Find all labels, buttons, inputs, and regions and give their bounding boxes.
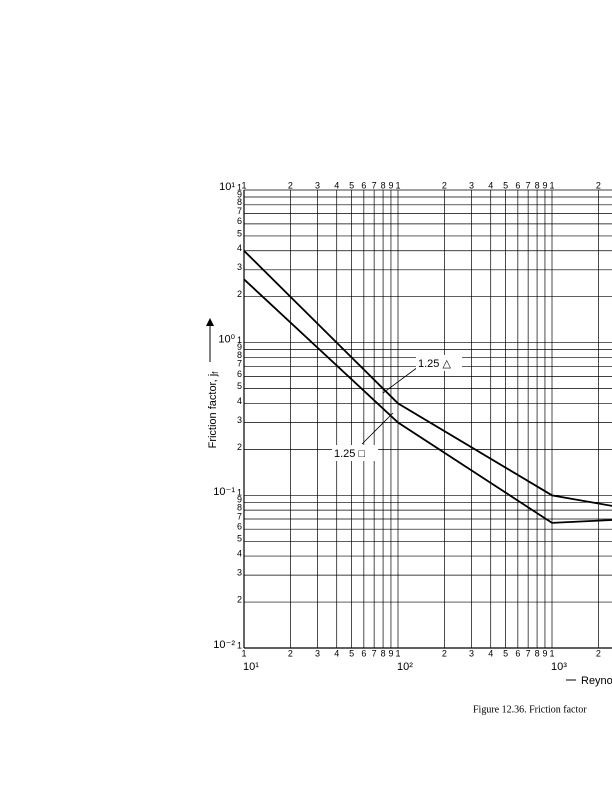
y-tick-label: 9 bbox=[237, 495, 242, 505]
y-tick-label: 9 bbox=[237, 342, 242, 352]
y-tick-label: 8 bbox=[237, 503, 242, 513]
y-tick-label: 5 bbox=[237, 228, 242, 238]
y-tick-label: 6 bbox=[237, 522, 242, 532]
x-tick-label: 8 bbox=[381, 648, 386, 658]
leader bbox=[361, 412, 394, 445]
y-axis-label: Friction factor, jf bbox=[207, 371, 220, 449]
x-tick-label: 2 bbox=[288, 648, 293, 658]
x-tick-label-top: 7 bbox=[372, 180, 377, 190]
x-tick-label-top: 9 bbox=[542, 180, 547, 190]
x-tick-label: 4 bbox=[334, 648, 339, 658]
x-tick-label-top: 4 bbox=[334, 180, 339, 190]
y-tick-label: 2 bbox=[237, 594, 242, 604]
y-tick-label: 4 bbox=[237, 548, 242, 558]
y-decade-label: 10⁻² bbox=[213, 639, 235, 651]
y-tick-label: 8 bbox=[237, 197, 242, 207]
x-tick-label: 3 bbox=[315, 648, 320, 658]
x-tick-label-top: 2 bbox=[442, 180, 447, 190]
y-tick-label: 9 bbox=[237, 189, 242, 199]
x-tick-label: 5 bbox=[349, 648, 354, 658]
x-tick-label-top: 2 bbox=[596, 180, 601, 190]
y-tick-label: 8 bbox=[237, 350, 242, 360]
x-tick-label-top: 7 bbox=[526, 180, 531, 190]
y-tick-label: 7 bbox=[237, 206, 242, 216]
x-tick-label: 1 bbox=[395, 648, 400, 658]
x-tick-label-top: 8 bbox=[381, 180, 386, 190]
x-tick-label: 2 bbox=[442, 648, 447, 658]
y-axis-label-sub: f bbox=[211, 371, 220, 374]
y-tick-label: 1 bbox=[237, 640, 242, 650]
y-tick-label: 6 bbox=[237, 369, 242, 379]
y-axis-label-main: Friction factor, j bbox=[207, 374, 219, 449]
y-arrow-head bbox=[206, 318, 214, 326]
y-tick-label: 3 bbox=[237, 415, 242, 425]
x-decade-label: 10¹ bbox=[243, 661, 259, 673]
x-tick-label-top: 6 bbox=[515, 180, 520, 190]
y-tick-label: 7 bbox=[237, 359, 242, 369]
x-tick-label: 9 bbox=[542, 648, 547, 658]
x-tick-label-top: 5 bbox=[349, 180, 354, 190]
series-line bbox=[243, 278, 612, 524]
series-line bbox=[243, 250, 612, 507]
x-tick-label-top: 1 bbox=[395, 180, 400, 190]
caption: Figure 12.36. Friction factor bbox=[473, 704, 587, 715]
x-tick-label-top: 4 bbox=[488, 180, 493, 190]
y-tick-label: 2 bbox=[237, 442, 242, 452]
x-tick-label: 1 bbox=[241, 648, 246, 658]
y-decade-label: 10⁻¹ bbox=[213, 486, 235, 498]
annotation: 1.25 □ bbox=[334, 448, 365, 460]
y-tick-label: 4 bbox=[237, 243, 242, 253]
x-tick-label-top: 3 bbox=[469, 180, 474, 190]
y-tick-label: 1 bbox=[237, 182, 242, 192]
y-tick-label: 3 bbox=[237, 568, 242, 578]
y-tick-label: 1 bbox=[237, 335, 242, 345]
x-tick-label: 3 bbox=[469, 648, 474, 658]
y-tick-label: 5 bbox=[237, 534, 242, 544]
y-tick-label: 3 bbox=[237, 262, 242, 272]
x-tick-label-top: 3 bbox=[315, 180, 320, 190]
x-tick-label-top: 6 bbox=[361, 180, 366, 190]
x-tick-label: 5 bbox=[503, 648, 508, 658]
y-tick-label: 2 bbox=[237, 289, 242, 299]
annotation: 1.25 △ bbox=[418, 358, 451, 370]
x-tick-label-top: 5 bbox=[503, 180, 508, 190]
y-decade-label: 10⁰ bbox=[218, 334, 235, 346]
x-tick-label-top: 9 bbox=[388, 180, 393, 190]
annotation-bg bbox=[416, 355, 462, 371]
x-tick-label-top: 2 bbox=[288, 180, 293, 190]
x-decade-label: 10² bbox=[397, 661, 413, 673]
y-tick-label: 5 bbox=[237, 381, 242, 391]
x-tick-label: 4 bbox=[488, 648, 493, 658]
x-tick-label: 2 bbox=[596, 648, 601, 658]
x-tick-label: 8 bbox=[535, 648, 540, 658]
x-axis-label: Reynolds number bbox=[581, 675, 612, 687]
y-tick-label: 1 bbox=[237, 488, 242, 498]
x-tick-label-top: 1 bbox=[549, 180, 554, 190]
y-tick-label: 6 bbox=[237, 216, 242, 226]
annotation-bg bbox=[332, 445, 378, 461]
x-decade-label: 10³ bbox=[551, 661, 567, 673]
x-tick-label-top: 8 bbox=[535, 180, 540, 190]
x-tick-label-top: 1 bbox=[241, 180, 246, 190]
x-tick-label: 7 bbox=[372, 648, 377, 658]
x-tick-label: 7 bbox=[526, 648, 531, 658]
x-tick-label: 6 bbox=[515, 648, 520, 658]
y-decade-label: 10¹ bbox=[219, 181, 235, 193]
x-tick-label: 6 bbox=[361, 648, 366, 658]
x-tick-label: 9 bbox=[388, 648, 393, 658]
leader bbox=[382, 366, 419, 394]
y-tick-label: 7 bbox=[237, 511, 242, 521]
x-tick-label: 1 bbox=[549, 648, 554, 658]
y-tick-label: 4 bbox=[237, 396, 242, 406]
